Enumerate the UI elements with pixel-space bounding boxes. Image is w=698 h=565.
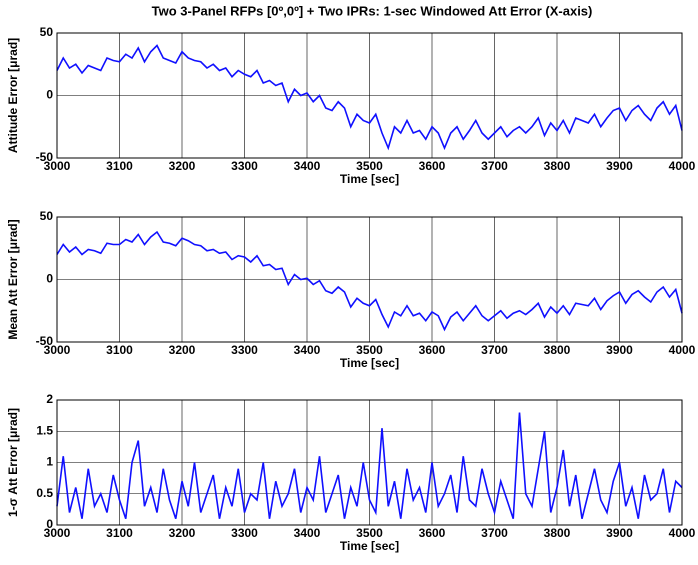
x-tick-label: 3200 — [169, 159, 196, 173]
x-tick-label: 3300 — [231, 159, 258, 173]
x-tick-label: 3700 — [481, 343, 508, 357]
y-tick-label: 0.5 — [36, 486, 53, 500]
x-axis-label: Time [sec] — [340, 539, 399, 553]
y-axis-label: 1-σ Att Error [μrad] — [6, 408, 20, 517]
y-tick-label: -50 — [36, 150, 54, 164]
x-axis-label: Time [sec] — [340, 356, 399, 370]
x-tick-label: 3600 — [419, 526, 446, 540]
x-tick-label: 3400 — [294, 159, 321, 173]
plot-frame — [56, 32, 683, 159]
x-tick-label: 3300 — [231, 526, 258, 540]
y-tick-label: 0 — [46, 517, 53, 531]
y-axis-label: Attitude Error [μrad] — [6, 38, 20, 153]
y-tick-label: -50 — [36, 334, 54, 348]
x-tick-label: 3300 — [231, 343, 258, 357]
x-tick-label: 3100 — [106, 526, 133, 540]
plot-frame — [56, 216, 683, 343]
x-tick-label: 3000 — [44, 159, 71, 173]
data-line — [56, 412, 683, 520]
x-tick-label: 3400 — [294, 526, 321, 540]
data-line — [56, 230, 683, 332]
y-tick-label: 1.5 — [36, 423, 53, 437]
figure-title: Two 3-Panel RFPs [0º,0º] + Two IPRs: 1-s… — [152, 3, 593, 18]
x-tick-label: 3500 — [356, 526, 383, 540]
x-tick-label: 4000 — [669, 343, 696, 357]
x-axis-label: Time [sec] — [340, 172, 399, 186]
x-tick-label: 3500 — [356, 343, 383, 357]
x-tick-label: 3700 — [481, 526, 508, 540]
x-tick-label: 3800 — [544, 343, 571, 357]
plot-frame — [56, 399, 683, 526]
x-tick-label: 4000 — [669, 159, 696, 173]
y-tick-label: 50 — [40, 209, 54, 223]
y-tick-label: 2 — [46, 392, 53, 406]
data-line — [56, 44, 683, 151]
x-tick-label: 4000 — [669, 526, 696, 540]
x-tick-label: 3000 — [44, 526, 71, 540]
x-tick-label: 3900 — [606, 526, 633, 540]
x-tick-label: 3800 — [544, 159, 571, 173]
x-tick-label: 3600 — [419, 343, 446, 357]
x-tick-label: 3100 — [106, 343, 133, 357]
y-axis-label: Mean Att Error [μrad] — [6, 219, 20, 339]
y-tick-label: 50 — [40, 25, 54, 39]
x-tick-label: 3700 — [481, 159, 508, 173]
x-tick-label: 3200 — [169, 526, 196, 540]
x-tick-label: 3100 — [106, 159, 133, 173]
x-tick-label: 3000 — [44, 343, 71, 357]
x-tick-label: 3600 — [419, 159, 446, 173]
x-tick-label: 3400 — [294, 343, 321, 357]
x-tick-label: 3900 — [606, 343, 633, 357]
x-tick-label: 3900 — [606, 159, 633, 173]
x-tick-label: 3200 — [169, 343, 196, 357]
y-tick-label: 0 — [46, 272, 53, 286]
y-tick-label: 1 — [46, 455, 53, 469]
x-tick-label: 3500 — [356, 159, 383, 173]
x-tick-label: 3800 — [544, 526, 571, 540]
y-tick-label: 0 — [46, 88, 53, 102]
